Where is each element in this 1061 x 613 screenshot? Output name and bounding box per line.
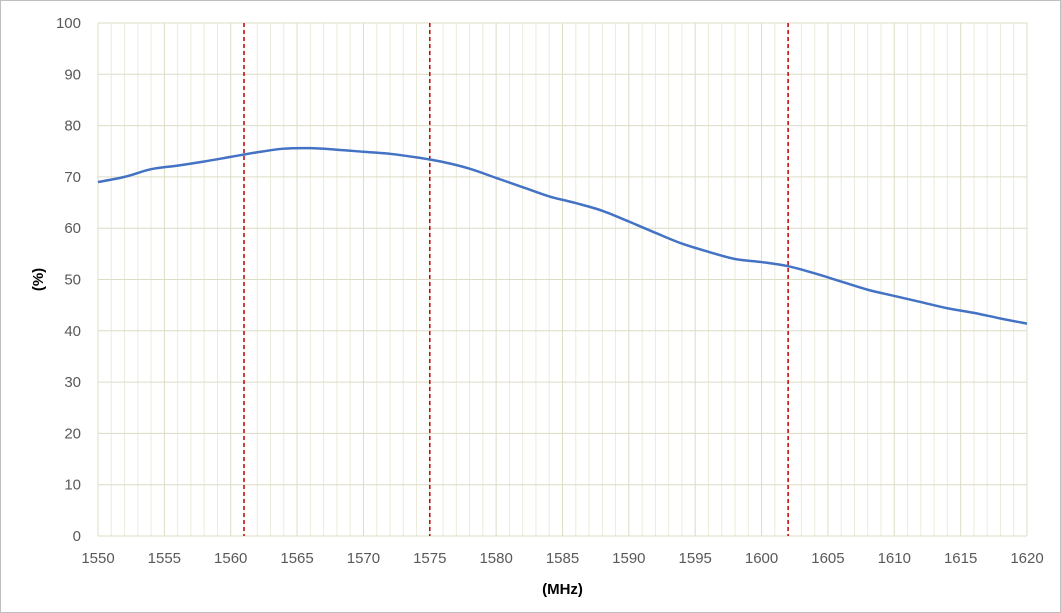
x-axis-ticks: 1550 1555 1560 1565 1570 1575 1580 1585 1590 1595… bbox=[81, 550, 1043, 567]
y-tick-label: 70 bbox=[64, 169, 81, 186]
x-tick-label: 1600 bbox=[745, 550, 778, 567]
x-tick-label: 1565 bbox=[280, 550, 313, 567]
major-gridlines bbox=[97, 22, 1028, 537]
y-tick-label: 10 bbox=[64, 477, 81, 494]
y-tick-label: 50 bbox=[64, 272, 81, 289]
x-tick-label: 1605 bbox=[811, 550, 844, 567]
series-line bbox=[97, 146, 1028, 325]
y-axis-title: (%) bbox=[30, 268, 47, 291]
x-tick-label: 1575 bbox=[413, 550, 446, 567]
y-tick-label: 40 bbox=[64, 323, 81, 340]
x-tick-label: 1560 bbox=[214, 550, 247, 567]
x-tick-label: 1550 bbox=[81, 550, 114, 567]
y-axis-ticks: 0 10 20 30 40 50 60 70 80 90 100 bbox=[56, 15, 81, 545]
x-tick-label: 1615 bbox=[944, 550, 977, 567]
reference-lines bbox=[243, 23, 789, 536]
x-tick-label: 1590 bbox=[612, 550, 645, 567]
x-axis-title: (MHz) bbox=[542, 581, 583, 598]
x-tick-label: 1595 bbox=[679, 550, 712, 567]
x-tick-label: 1620 bbox=[1010, 550, 1043, 567]
x-tick-label: 1610 bbox=[878, 550, 911, 567]
y-tick-label: 30 bbox=[64, 374, 81, 391]
y-tick-label: 0 bbox=[73, 528, 81, 545]
y-tick-label: 60 bbox=[64, 220, 81, 237]
x-tick-label: 1585 bbox=[546, 550, 579, 567]
y-tick-label: 90 bbox=[64, 66, 81, 83]
x-tick-label: 1555 bbox=[148, 550, 181, 567]
x-tick-label: 1570 bbox=[347, 550, 380, 567]
y-tick-label: 80 bbox=[64, 118, 81, 135]
series-group bbox=[97, 146, 1028, 325]
y-tick-label: 20 bbox=[64, 425, 81, 442]
x-tick-label: 1580 bbox=[479, 550, 512, 567]
y-tick-label: 100 bbox=[56, 15, 81, 32]
